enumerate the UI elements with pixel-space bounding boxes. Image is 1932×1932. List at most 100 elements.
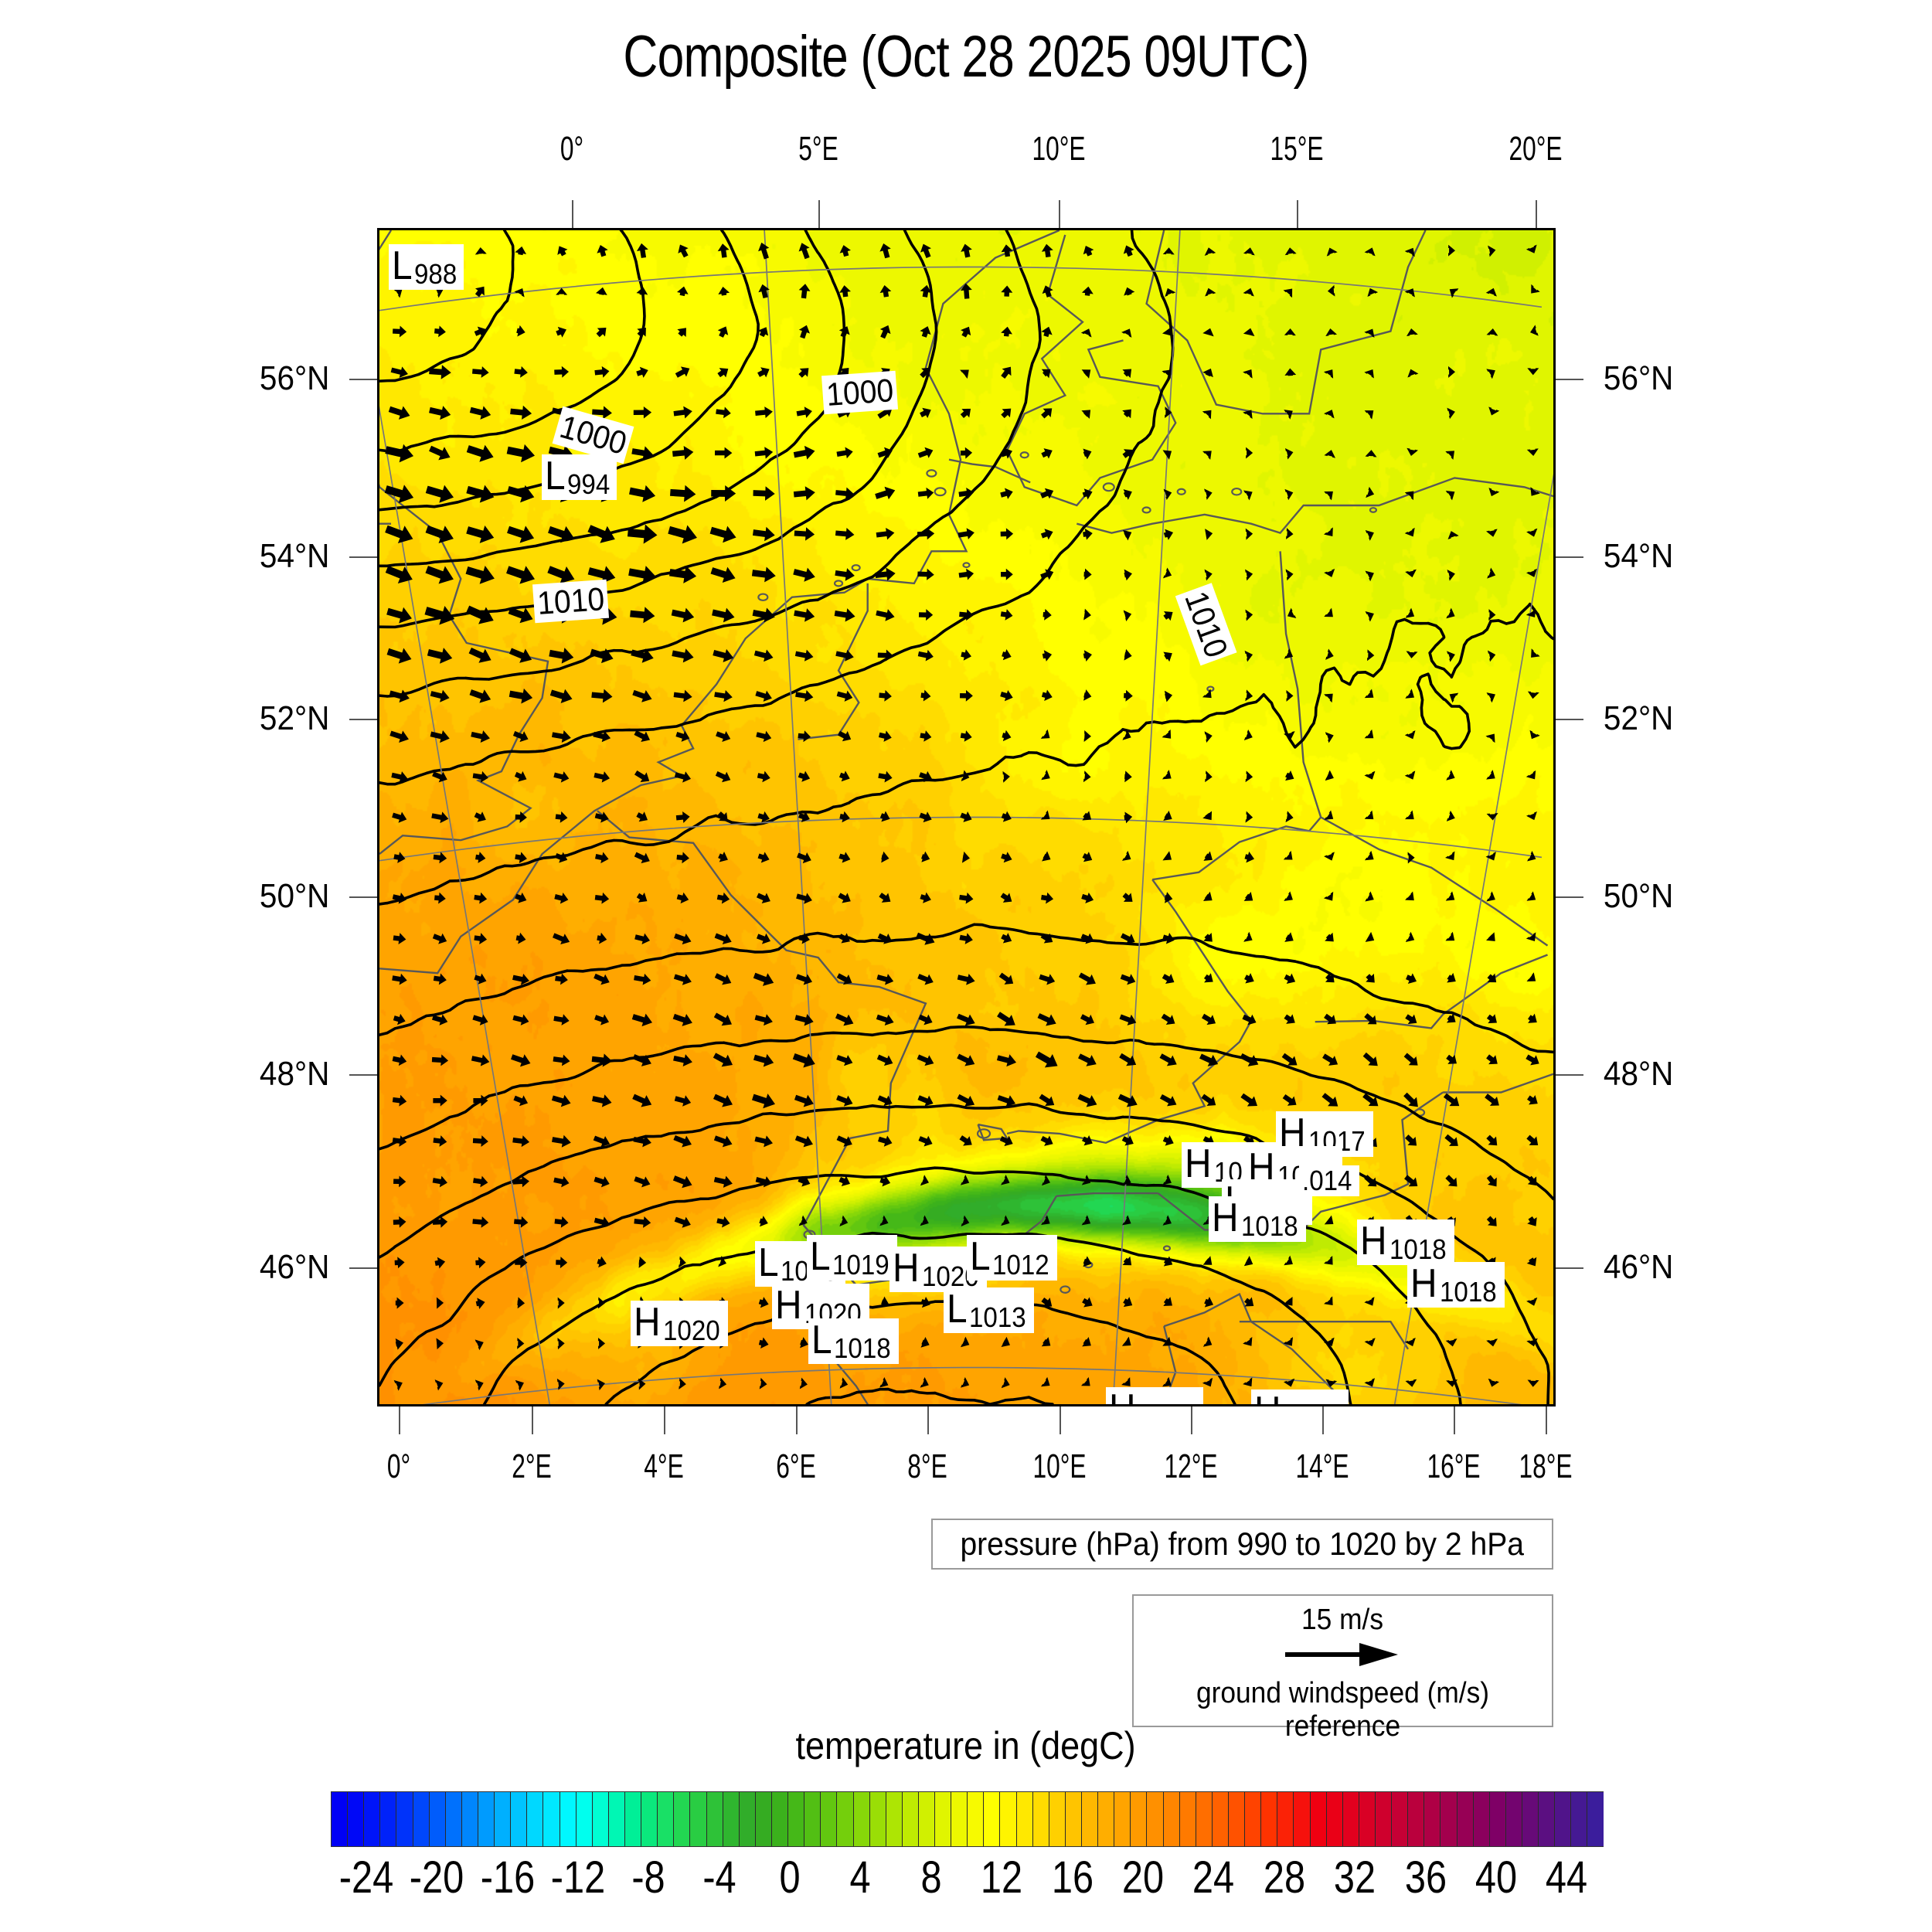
colorbar-cell-74[interactable]	[1539, 1792, 1556, 1846]
colorbar-cell-37[interactable]	[935, 1792, 952, 1846]
colorbar-cell-28[interactable]	[788, 1792, 805, 1846]
colorbar-cell-6[interactable]	[429, 1792, 446, 1846]
lat-tick-left-2: 52°N	[259, 699, 330, 737]
pressure-label-h-13: H1020	[631, 1301, 728, 1346]
colorbar-cell-27[interactable]	[771, 1792, 789, 1846]
colorbar-cell-70[interactable]	[1473, 1792, 1490, 1846]
pressure-label-h-7: H1018	[1407, 1262, 1505, 1308]
colorbar-cell-64[interactable]	[1376, 1792, 1393, 1846]
lat-tick-left-5: 46°N	[259, 1248, 330, 1286]
colorbar-cell-11[interactable]	[511, 1792, 528, 1846]
colorbar-cell-46[interactable]	[1082, 1792, 1099, 1846]
colorbar-cell-38[interactable]	[951, 1792, 968, 1846]
colorbar-cell-75[interactable]	[1555, 1792, 1572, 1846]
colorbar-cell-57[interactable]	[1261, 1792, 1278, 1846]
colorbar-cell-24[interactable]	[723, 1792, 740, 1846]
pressure-label-kind: L	[392, 243, 413, 288]
colorbar-cell-2[interactable]	[364, 1792, 381, 1846]
colorbar-cell-16[interactable]	[592, 1792, 609, 1846]
colorbar-cell-59[interactable]	[1294, 1792, 1311, 1846]
colorbar-cell-72[interactable]	[1505, 1792, 1522, 1846]
colorbar-cell-31[interactable]	[837, 1792, 854, 1846]
colorbar-cell-21[interactable]	[674, 1792, 691, 1846]
colorbar-cell-3[interactable]	[380, 1792, 397, 1846]
colorbar-cell-50[interactable]	[1147, 1792, 1164, 1846]
colorbar-cell-20[interactable]	[658, 1792, 675, 1846]
colorbar-cell-14[interactable]	[560, 1792, 577, 1846]
colorbar-cell-61[interactable]	[1326, 1792, 1343, 1846]
colorbar-cell-22[interactable]	[690, 1792, 707, 1846]
lat-tickmark-left-2	[349, 719, 377, 720]
colorbar-cell-29[interactable]	[804, 1792, 821, 1846]
colorbar-cell-60[interactable]	[1310, 1792, 1327, 1846]
colorbar-cell-68[interactable]	[1440, 1792, 1458, 1846]
colorbar-cell-71[interactable]	[1489, 1792, 1506, 1846]
colorbar-cell-19[interactable]	[641, 1792, 658, 1846]
colorbar-cell-41[interactable]	[1000, 1792, 1017, 1846]
colorbar-cell-65[interactable]	[1392, 1792, 1409, 1846]
lon-tickmark-bottom-1	[532, 1406, 533, 1434]
colorbar-cell-13[interactable]	[543, 1792, 560, 1846]
colorbar-cell-55[interactable]	[1229, 1792, 1246, 1846]
pressure-label-l-0: L988	[389, 244, 464, 290]
colorbar-cell-73[interactable]	[1522, 1792, 1539, 1846]
colorbar-cell-53[interactable]	[1196, 1792, 1213, 1846]
colorbar-cell-23[interactable]	[706, 1792, 723, 1846]
colorbar-cell-67[interactable]	[1424, 1792, 1441, 1846]
colorbar-cell-18[interactable]	[624, 1792, 642, 1846]
colorbar-cell-47[interactable]	[1098, 1792, 1115, 1846]
colorbar-cell-43[interactable]	[1032, 1792, 1049, 1846]
lat-tickmark-right-5	[1556, 1267, 1583, 1269]
colorbar-cell-40[interactable]	[984, 1792, 1001, 1846]
lon-tick-bottom-1: 2°E	[512, 1447, 552, 1485]
pressure-label-extra-0: .014	[1299, 1165, 1360, 1196]
colorbar-tick-5: -4	[702, 1852, 736, 1903]
colorbar-cell-35[interactable]	[902, 1792, 919, 1846]
colorbar-cell-5[interactable]	[413, 1792, 430, 1846]
lat-tickmark-left-0	[349, 379, 377, 380]
colorbar-cell-51[interactable]	[1163, 1792, 1180, 1846]
colorbar-cell-54[interactable]	[1212, 1792, 1230, 1846]
pressure-label-value: 1018	[833, 1332, 891, 1364]
colorbar-cell-25[interactable]	[739, 1792, 756, 1846]
colorbar-cell-7[interactable]	[445, 1792, 462, 1846]
colorbar-cell-45[interactable]	[1065, 1792, 1083, 1846]
colorbar-cell-66[interactable]	[1408, 1792, 1425, 1846]
lon-tickmark-top-1	[818, 200, 820, 228]
colorbar-cell-17[interactable]	[608, 1792, 625, 1846]
colorbar-cell-8[interactable]	[461, 1792, 478, 1846]
colorbar-cell-44[interactable]	[1049, 1792, 1066, 1846]
colorbar-cell-34[interactable]	[886, 1792, 903, 1846]
colorbar-cell-15[interactable]	[576, 1792, 593, 1846]
pressure-label-kind: H	[1109, 1389, 1136, 1404]
colorbar-cell-26[interactable]	[755, 1792, 772, 1846]
colorbar-cell-4[interactable]	[396, 1792, 413, 1846]
colorbar-cell-42[interactable]	[1016, 1792, 1033, 1846]
colorbar-cell-33[interactable]	[869, 1792, 886, 1846]
lat-tickmark-left-3	[349, 896, 377, 898]
colorbar-cell-0[interactable]	[332, 1792, 349, 1846]
colorbar-cell-56[interactable]	[1245, 1792, 1262, 1846]
colorbar-cell-49[interactable]	[1131, 1792, 1148, 1846]
colorbar-cell-30[interactable]	[821, 1792, 838, 1846]
colorbar-cell-76[interactable]	[1571, 1792, 1588, 1846]
colorbar-cell-58[interactable]	[1277, 1792, 1294, 1846]
map-plot-area[interactable]: L988L994H1018H1017H1017L1012H1018H1018L1…	[377, 228, 1556, 1406]
colorbar-cell-1[interactable]	[348, 1792, 365, 1846]
temperature-colorbar[interactable]	[331, 1791, 1604, 1847]
colorbar-cell-10[interactable]	[495, 1792, 512, 1846]
colorbar-cell-9[interactable]	[478, 1792, 495, 1846]
colorbar-cell-48[interactable]	[1114, 1792, 1131, 1846]
colorbar-cell-63[interactable]	[1359, 1792, 1376, 1846]
colorbar-cell-77[interactable]	[1587, 1792, 1604, 1846]
colorbar-cell-36[interactable]	[918, 1792, 936, 1846]
colorbar-cell-62[interactable]	[1342, 1792, 1359, 1846]
colorbar-cell-32[interactable]	[853, 1792, 870, 1846]
colorbar-tick-8: 8	[920, 1852, 942, 1903]
colorbar-cell-39[interactable]	[968, 1792, 985, 1846]
isobar-label-1010-2: 1010	[532, 579, 610, 624]
colorbar-cell-69[interactable]	[1457, 1792, 1474, 1846]
colorbar-cell-52[interactable]	[1179, 1792, 1196, 1846]
colorbar-cell-12[interactable]	[527, 1792, 544, 1846]
lon-tick-bottom-4: 8°E	[907, 1447, 947, 1485]
